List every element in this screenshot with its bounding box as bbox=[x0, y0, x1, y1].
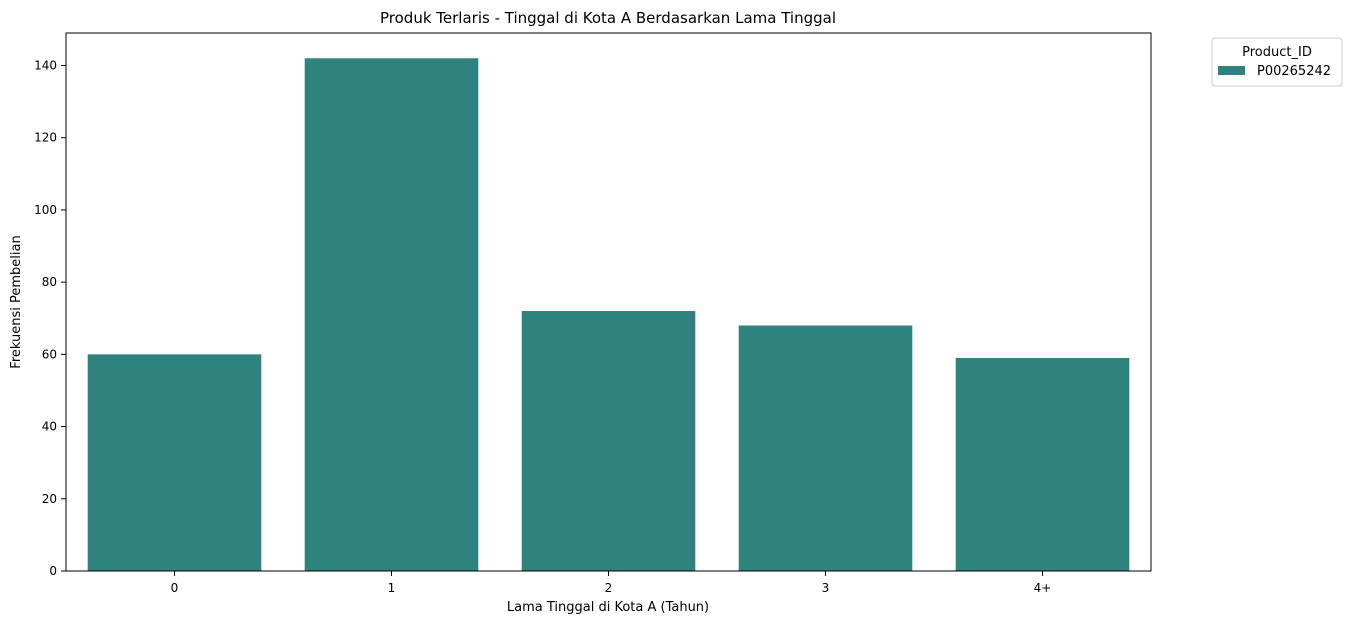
bar-1 bbox=[304, 58, 479, 572]
x-tick-label: 2 bbox=[605, 581, 613, 595]
y-tick-label: 40 bbox=[42, 420, 57, 434]
x-tick-label: 1 bbox=[388, 581, 396, 595]
bar-4+ bbox=[955, 357, 1130, 571]
y-tick-label: 20 bbox=[42, 492, 57, 506]
x-tick-label: 3 bbox=[822, 581, 830, 595]
x-axis-ticks: 0 1 2 3 4+ bbox=[171, 571, 1052, 595]
bar-3 bbox=[738, 325, 913, 571]
x-tick-label: 4+ bbox=[1034, 581, 1052, 595]
y-tick-label: 60 bbox=[42, 347, 57, 361]
legend: Product_ID P00265242 bbox=[1211, 37, 1343, 87]
legend-item-label: P00265242 bbox=[1257, 64, 1331, 79]
bar-0 bbox=[87, 354, 262, 571]
y-tick-label: 80 bbox=[42, 275, 57, 289]
plot-frame bbox=[65, 32, 1152, 572]
y-axis-label: Frekuensi Pembelian bbox=[9, 235, 24, 368]
bars-layer bbox=[87, 58, 1130, 572]
y-tick-label: 120 bbox=[34, 131, 57, 145]
legend-swatch bbox=[1218, 66, 1245, 75]
y-tick-label: 0 bbox=[49, 564, 57, 578]
y-tick-label: 140 bbox=[34, 58, 57, 72]
bar-2 bbox=[521, 311, 696, 571]
y-axis-ticks: 0 20 40 60 80 100 120 140 bbox=[34, 58, 66, 578]
x-tick-label: 0 bbox=[171, 581, 179, 595]
chart-title: Produk Terlaris - Tinggal di Kota A Berd… bbox=[380, 9, 836, 27]
x-axis-label: Lama Tinggal di Kota A (Tahun) bbox=[507, 600, 709, 615]
y-tick-label: 100 bbox=[34, 203, 57, 217]
legend-title: Product_ID bbox=[1242, 45, 1312, 60]
